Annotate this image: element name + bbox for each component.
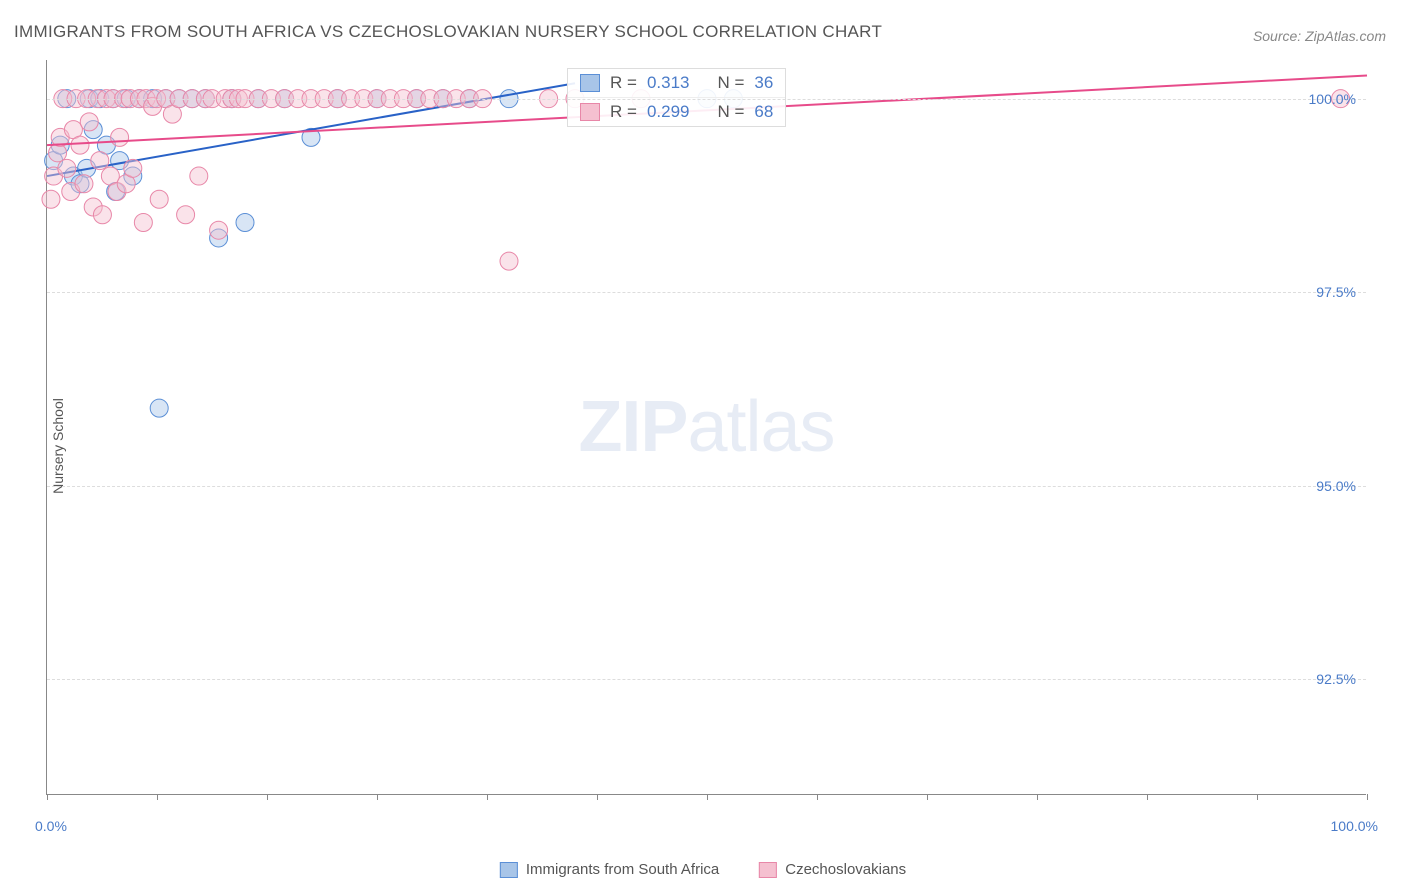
n-label: N =: [717, 102, 744, 122]
correlation-stats-box: R = 0.313 N = 36 R = 0.299 N = 68: [567, 68, 786, 127]
legend-swatch-series1: [500, 862, 518, 878]
gridline: [47, 679, 1366, 680]
x-tick: [47, 794, 48, 800]
x-tick: [1367, 794, 1368, 800]
legend-label-2: Czechoslovakians: [785, 861, 906, 878]
x-tick: [1037, 794, 1038, 800]
y-tick-label: 97.5%: [1316, 284, 1356, 300]
legend: Immigrants from South Africa Czechoslova…: [500, 861, 906, 878]
x-tick: [597, 794, 598, 800]
legend-item-series1: Immigrants from South Africa: [500, 861, 719, 878]
stats-row-series2: R = 0.299 N = 68: [568, 97, 785, 126]
x-tick: [927, 794, 928, 800]
r-value-2: 0.299: [647, 102, 690, 122]
chart-title: IMMIGRANTS FROM SOUTH AFRICA VS CZECHOSL…: [14, 22, 882, 42]
y-tick-label: 100.0%: [1309, 91, 1356, 107]
gridline: [47, 486, 1366, 487]
x-tick: [707, 794, 708, 800]
gridline: [47, 292, 1366, 293]
n-value-2: 68: [754, 102, 773, 122]
plot-area: ZIPatlas R = 0.313 N = 36 R = 0.299 N = …: [46, 60, 1366, 795]
legend-item-series2: Czechoslovakians: [759, 861, 906, 878]
x-tick: [817, 794, 818, 800]
x-tick-last: 100.0%: [1331, 818, 1378, 834]
r-value-1: 0.313: [647, 73, 690, 93]
legend-label-1: Immigrants from South Africa: [526, 861, 719, 878]
y-tick-label: 92.5%: [1316, 671, 1356, 687]
x-tick: [1147, 794, 1148, 800]
stats-row-series1: R = 0.313 N = 36: [568, 69, 785, 97]
chart-svg: [47, 60, 1366, 794]
x-tick: [1257, 794, 1258, 800]
y-tick-label: 95.0%: [1316, 478, 1356, 494]
source-attribution: Source: ZipAtlas.com: [1253, 28, 1386, 44]
r-label: R =: [610, 73, 637, 93]
x-tick: [157, 794, 158, 800]
n-value-1: 36: [754, 73, 773, 93]
x-tick: [267, 794, 268, 800]
stats-swatch-series1: [580, 74, 600, 92]
x-tick-first: 0.0%: [35, 818, 67, 834]
x-tick: [377, 794, 378, 800]
gridline: [47, 99, 1366, 100]
x-tick: [487, 794, 488, 800]
n-label: N =: [717, 73, 744, 93]
stats-swatch-series2: [580, 103, 600, 121]
legend-swatch-series2: [759, 862, 777, 878]
r-label: R =: [610, 102, 637, 122]
